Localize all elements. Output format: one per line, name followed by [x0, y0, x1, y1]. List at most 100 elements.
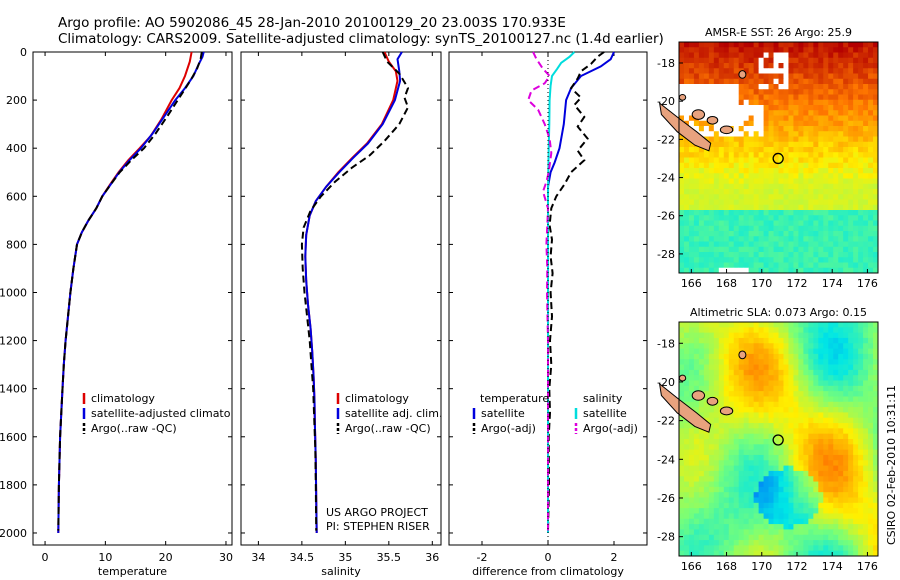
map-cell — [863, 126, 869, 132]
map-cell — [708, 322, 715, 328]
map-cell — [793, 359, 799, 365]
map-cell — [823, 204, 829, 211]
map-cell — [818, 52, 824, 59]
map-cell — [813, 465, 819, 472]
map-cell — [748, 84, 755, 90]
map-cell — [873, 126, 879, 132]
map-cell — [793, 550, 799, 557]
map-cell — [778, 168, 784, 174]
map-cell — [808, 241, 814, 248]
map-cell — [793, 94, 799, 101]
map-cell — [718, 147, 725, 153]
map-cell — [698, 225, 705, 232]
map-cell — [848, 433, 854, 440]
map-cell — [763, 57, 769, 64]
map-cell — [768, 550, 774, 557]
map-cell — [813, 380, 819, 387]
map-cell — [793, 246, 799, 253]
map-cell — [858, 168, 864, 174]
map-cell — [773, 518, 779, 525]
map-cell — [778, 540, 784, 546]
map-cell — [818, 267, 824, 274]
map-cell — [813, 550, 819, 557]
map-cell — [813, 524, 819, 530]
salinity-panel: 34 34.5 35 35.5 36salinityclimatologysatelli… — [240, 51, 442, 578]
map-cell — [688, 322, 695, 328]
map-cell — [848, 267, 854, 274]
map-cell — [828, 152, 834, 158]
map-cell — [763, 529, 769, 536]
map-cell — [818, 502, 824, 509]
map-cell — [718, 42, 725, 48]
map-cell — [838, 246, 844, 253]
map-cell — [828, 449, 834, 456]
map-cell — [858, 364, 864, 371]
map-cell — [733, 476, 740, 482]
map-cell — [688, 449, 695, 456]
x-tick-label: 34 — [251, 551, 265, 564]
map-cell — [763, 168, 769, 174]
map-cell — [753, 141, 760, 148]
map-cell — [813, 534, 819, 541]
map-cell — [723, 173, 730, 179]
map-cell — [703, 508, 710, 514]
map-cell — [843, 332, 849, 339]
map-cell — [713, 47, 720, 53]
map-cell — [708, 380, 715, 387]
map-cell — [718, 173, 725, 179]
map-cell — [713, 63, 720, 69]
map-cell — [778, 391, 784, 397]
map-cell — [768, 189, 774, 195]
map-cell — [793, 343, 799, 349]
map-cell — [758, 470, 764, 477]
map-cell — [863, 199, 869, 206]
map-cell — [733, 225, 740, 232]
map-cell — [693, 502, 700, 509]
map-cell — [748, 332, 755, 339]
map-cell — [748, 199, 755, 206]
map-cell — [688, 439, 695, 445]
map-cell — [853, 194, 859, 200]
map-cell — [748, 89, 755, 95]
map-cell — [683, 529, 690, 536]
map-cell — [738, 147, 745, 153]
map-cell — [688, 42, 695, 48]
map-cell — [873, 84, 879, 90]
map-cell — [828, 375, 834, 381]
map-cell — [728, 267, 735, 274]
map-cell — [808, 89, 814, 95]
map-cell — [828, 497, 834, 504]
map-cell — [788, 252, 794, 258]
map-cell — [818, 162, 824, 169]
map-cell — [788, 168, 794, 174]
map-cell — [803, 262, 809, 269]
map-cell — [808, 262, 814, 269]
map-cell — [703, 391, 710, 397]
map-cell — [768, 364, 774, 371]
map-cell — [868, 481, 874, 488]
map-cell — [683, 115, 690, 122]
map-cell — [708, 131, 715, 137]
map-cell — [743, 173, 750, 179]
map-cell — [773, 534, 779, 541]
map-cell — [858, 412, 864, 419]
map-cell — [843, 231, 849, 237]
map-cell — [838, 84, 844, 90]
map-cell — [838, 545, 844, 552]
map-cell — [728, 42, 735, 48]
map-cell — [743, 210, 750, 216]
map-cell — [843, 262, 849, 269]
map-cell — [848, 73, 854, 80]
map-cell — [679, 262, 685, 269]
map-cell — [828, 423, 834, 429]
map-cell — [753, 322, 760, 328]
map-cell — [838, 353, 844, 360]
map-cell — [853, 439, 859, 445]
map-cell — [748, 257, 755, 263]
map-cell — [688, 492, 695, 498]
map-cell — [853, 178, 859, 185]
map-cell — [738, 375, 745, 381]
map-cell — [708, 460, 715, 466]
map-cell — [818, 433, 824, 440]
map-cell — [723, 189, 730, 195]
